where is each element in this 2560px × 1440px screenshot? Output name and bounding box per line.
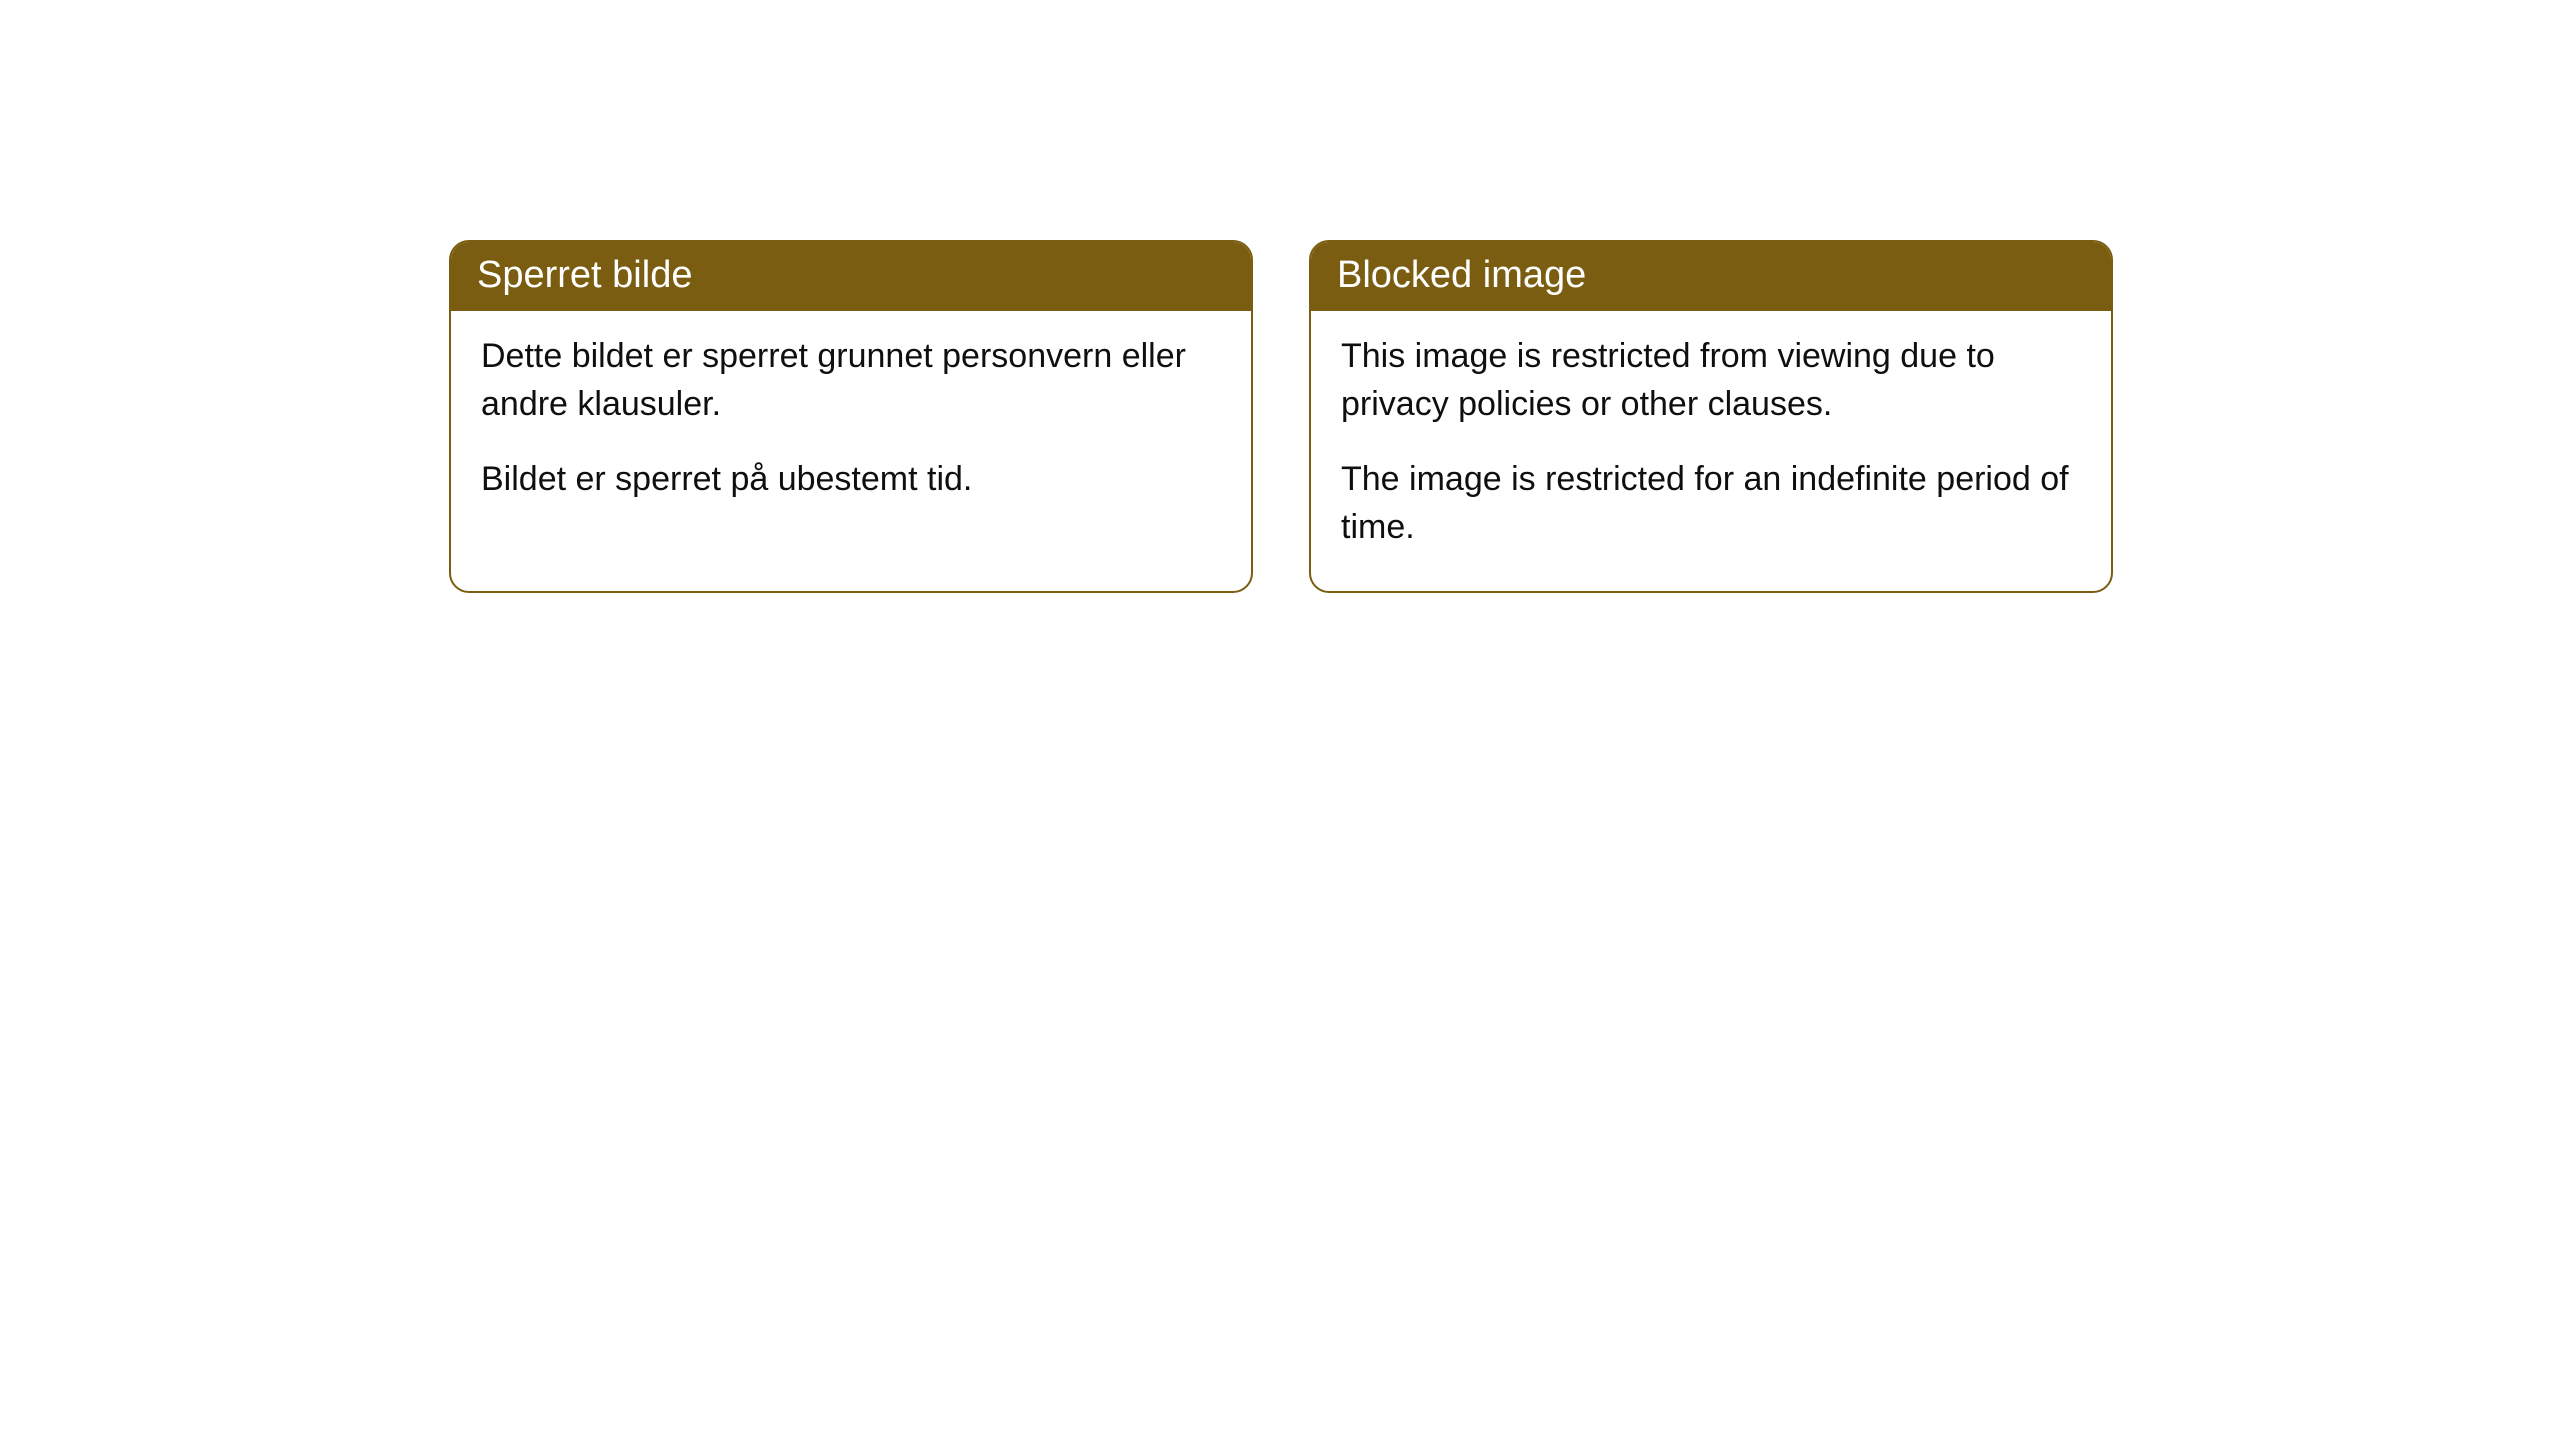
notice-body: This image is restricted from viewing du… bbox=[1311, 311, 2111, 591]
notice-header: Sperret bilde bbox=[451, 242, 1251, 311]
notice-header: Blocked image bbox=[1311, 242, 2111, 311]
notice-paragraph: Bildet er sperret på ubestemt tid. bbox=[481, 456, 1221, 504]
notice-container: Sperret bilde Dette bildet er sperret gr… bbox=[449, 240, 2113, 593]
notice-body: Dette bildet er sperret grunnet personve… bbox=[451, 311, 1251, 544]
notice-paragraph: This image is restricted from viewing du… bbox=[1341, 333, 2081, 428]
notice-paragraph: Dette bildet er sperret grunnet personve… bbox=[481, 333, 1221, 428]
notice-paragraph: The image is restricted for an indefinit… bbox=[1341, 456, 2081, 551]
notice-card-english: Blocked image This image is restricted f… bbox=[1309, 240, 2113, 593]
notice-card-norwegian: Sperret bilde Dette bildet er sperret gr… bbox=[449, 240, 1253, 593]
